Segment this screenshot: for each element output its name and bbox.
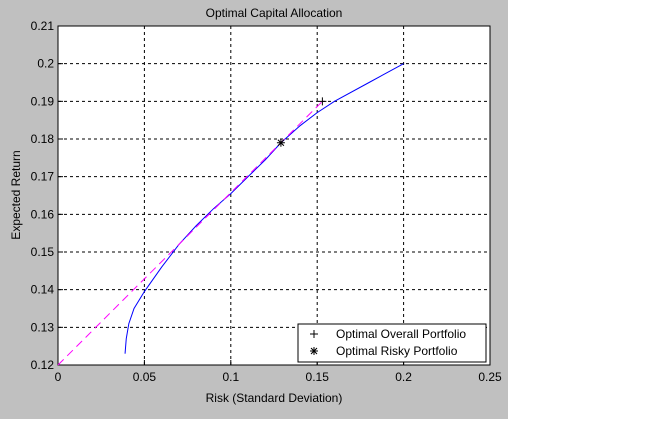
x-axis-label: Risk (Standard Deviation) bbox=[206, 391, 343, 405]
legend-label: Optimal Risky Portfolio bbox=[336, 344, 458, 358]
y-tick-label: 0.19 bbox=[31, 94, 55, 108]
x-tick-label: 0.2 bbox=[395, 370, 412, 384]
x-tick-label: 0.15 bbox=[306, 370, 330, 384]
chart-title: Optimal Capital Allocation bbox=[206, 6, 343, 20]
y-tick-label: 0.12 bbox=[31, 358, 55, 372]
axes-frame bbox=[57, 25, 491, 366]
series-line bbox=[124, 63, 404, 354]
y-tick-label: 0.17 bbox=[31, 170, 55, 184]
x-tick-label: 0.05 bbox=[133, 370, 157, 384]
series-line bbox=[57, 100, 323, 366]
y-tick-label: 0.15 bbox=[31, 245, 55, 259]
x-tick-label: 0.1 bbox=[222, 370, 239, 384]
y-tick-label: 0.18 bbox=[31, 132, 55, 146]
y-tick-label: 0.2 bbox=[37, 57, 54, 71]
y-tick-label: 0.16 bbox=[31, 207, 55, 221]
y-tick-label: 0.21 bbox=[31, 19, 55, 33]
data-point bbox=[318, 97, 327, 106]
legend-box bbox=[297, 323, 487, 363]
plot-area bbox=[58, 26, 490, 365]
y-axis-label: Expected Return bbox=[9, 150, 23, 239]
legend-label: Optimal Overall Portfolio bbox=[336, 327, 466, 341]
legend-marker bbox=[310, 347, 318, 355]
x-tick-label: 0 bbox=[55, 370, 62, 384]
y-tick-label: 0.14 bbox=[31, 283, 55, 297]
legend-marker bbox=[310, 330, 318, 338]
data-point bbox=[276, 138, 285, 147]
x-tick-label: 0.25 bbox=[478, 370, 502, 384]
y-tick-label: 0.13 bbox=[31, 320, 55, 334]
